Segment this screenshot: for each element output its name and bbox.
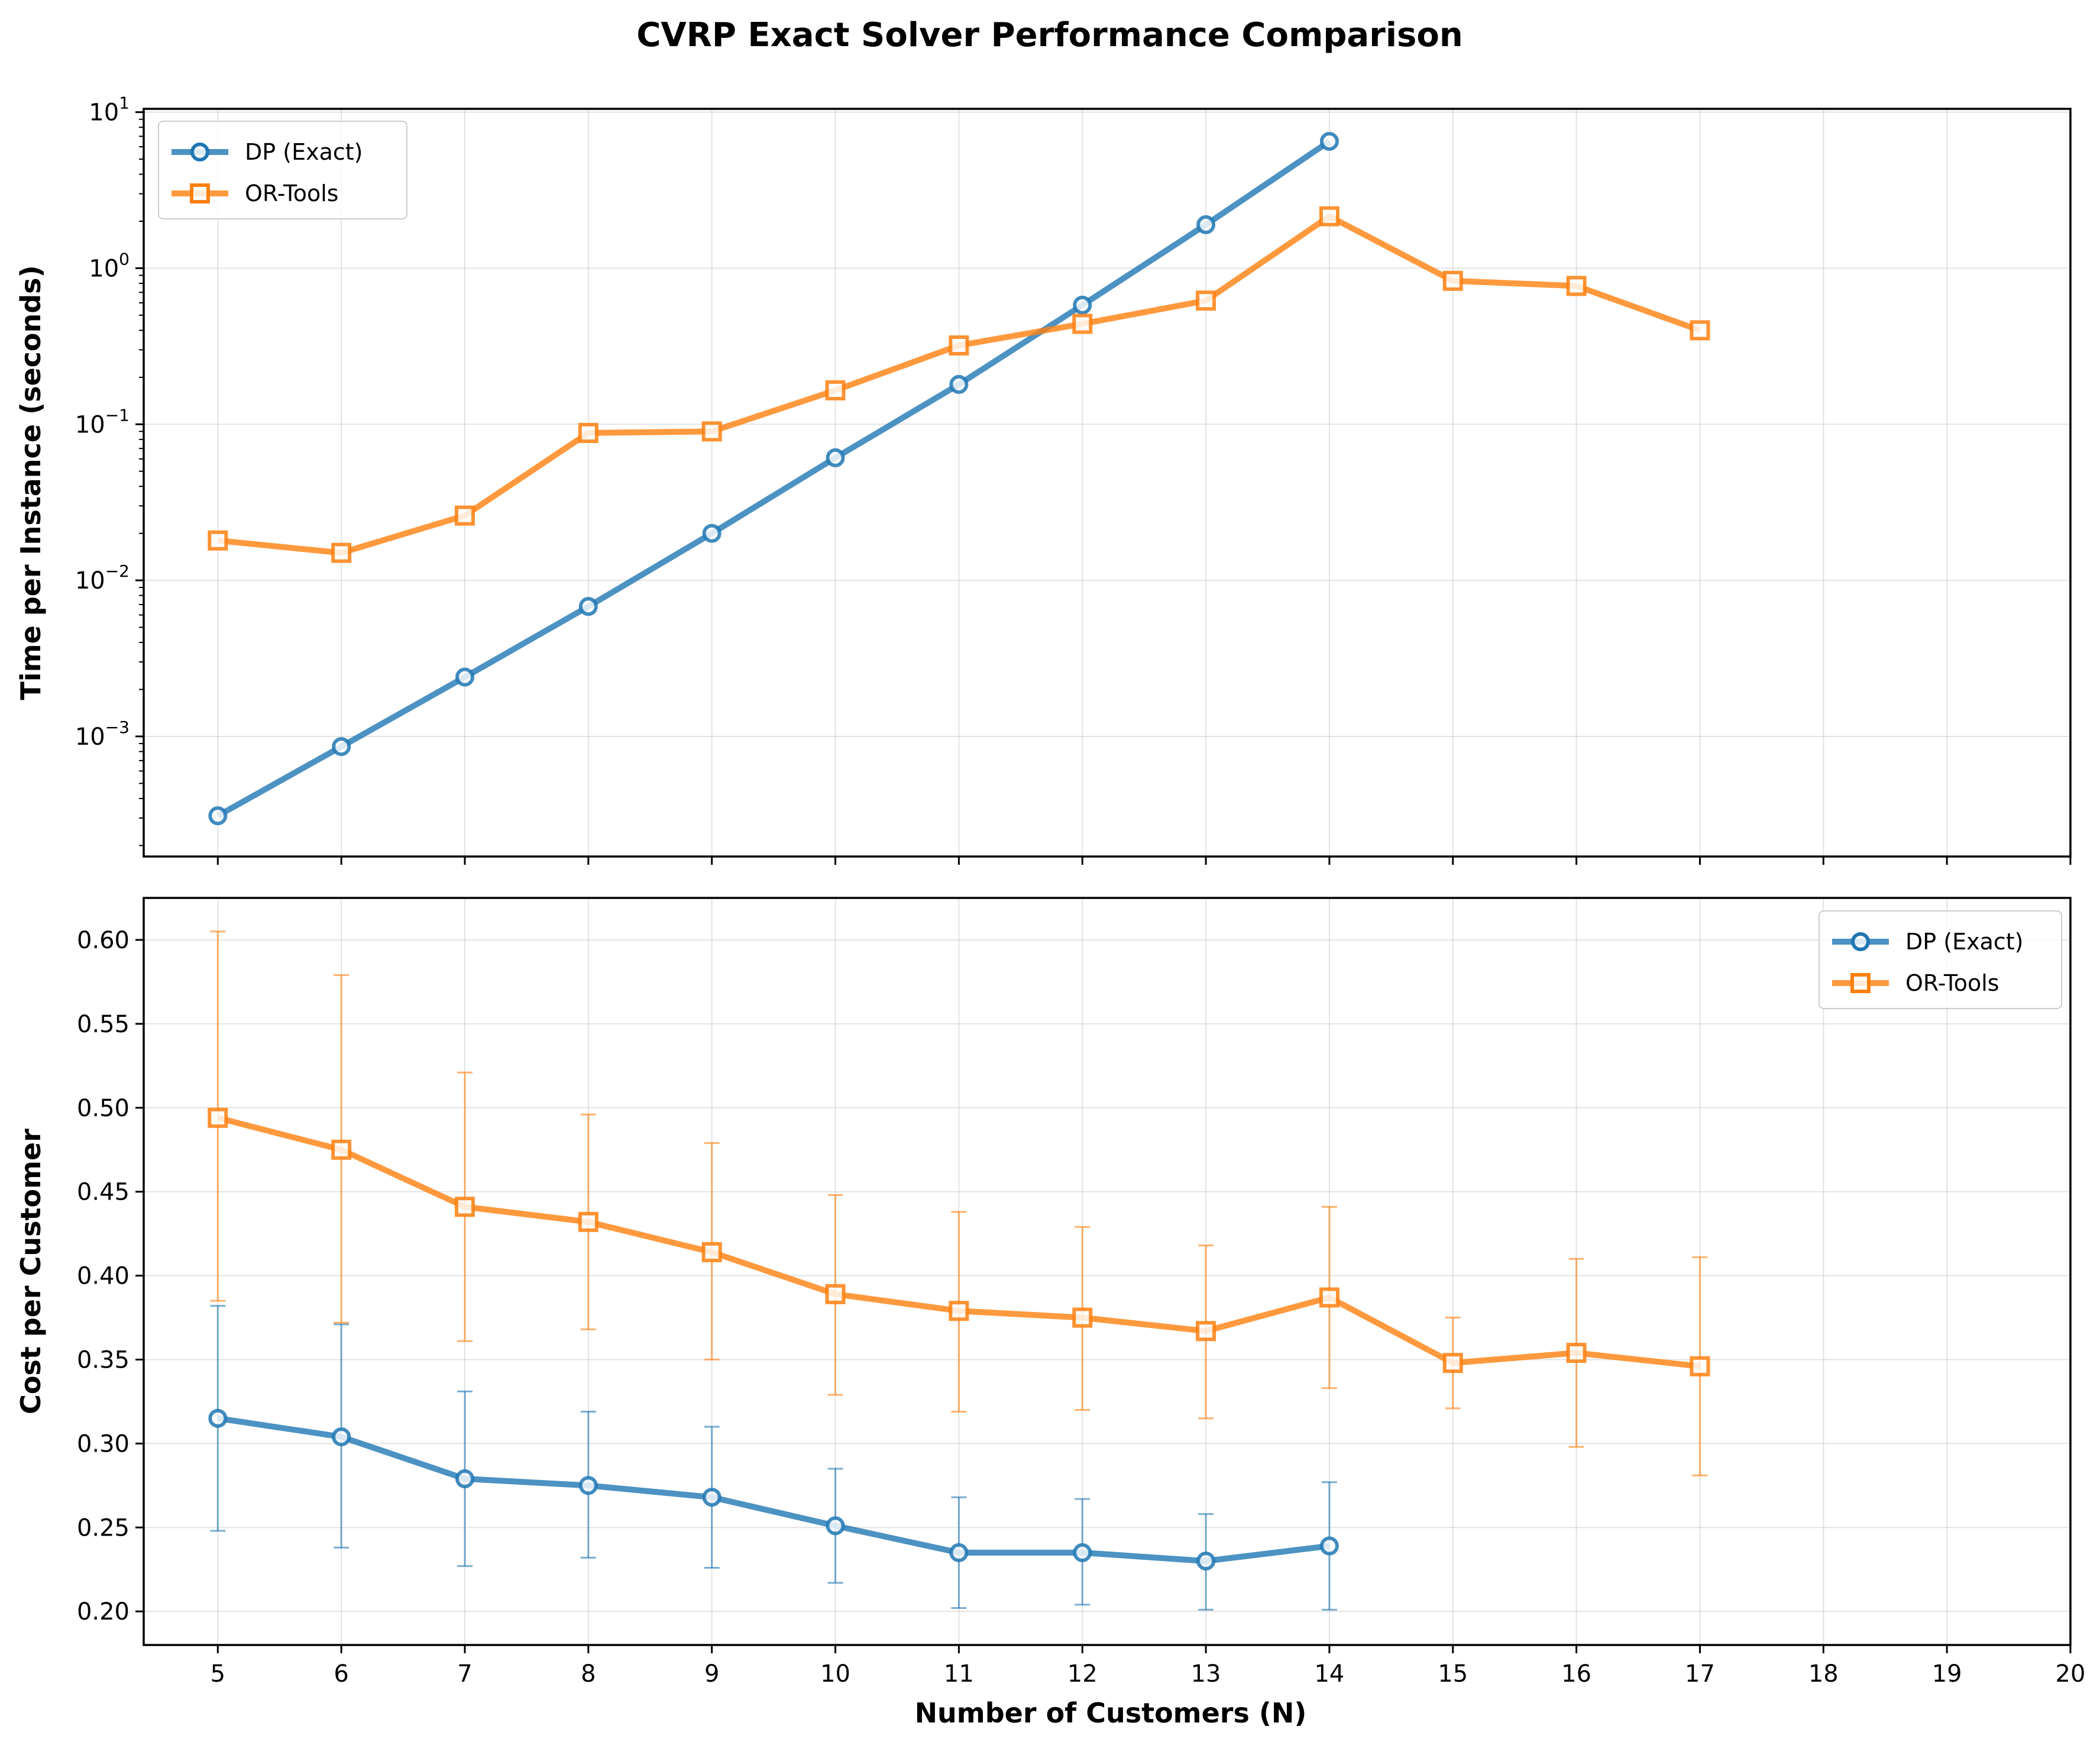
data-point-dp-exact xyxy=(702,1488,721,1507)
data-point-dp-exact xyxy=(826,1516,845,1536)
data-point-or-tools xyxy=(1442,270,1463,291)
y-tick-label: 0.30 xyxy=(77,1430,130,1457)
x-tick-label: 9 xyxy=(704,1660,719,1688)
data-point-or-tools xyxy=(331,542,352,563)
data-point-or-tools xyxy=(1072,314,1093,334)
x-tick-label: 16 xyxy=(1561,1660,1591,1688)
x-axis-label: Number of Customers (N) xyxy=(915,1697,1307,1729)
time-panel: 10−3 10−2 10−1 100 101 Time per Instance (sec… xyxy=(15,93,2072,865)
y-tick-label: 10−1 xyxy=(75,405,130,438)
y-tick-label: 0.40 xyxy=(77,1263,130,1290)
data-point-or-tools xyxy=(455,505,475,526)
data-point-or-tools xyxy=(1690,320,1710,341)
data-point-dp-exact xyxy=(208,1408,228,1428)
data-point-or-tools xyxy=(701,421,722,442)
x-tick-label: 11 xyxy=(944,1660,974,1688)
y-tick-label: 0.55 xyxy=(77,1011,130,1038)
y-tick-label: 0.60 xyxy=(77,927,130,954)
legend-marker xyxy=(190,183,210,203)
data-point-dp-exact xyxy=(1319,131,1339,151)
axes-frame xyxy=(143,897,2072,1646)
data-point-or-tools xyxy=(208,1107,228,1128)
data-point-or-tools xyxy=(1196,1321,1216,1342)
data-point-or-tools xyxy=(949,1301,969,1321)
legend-label: OR-Tools xyxy=(245,180,339,206)
y-tick-label: 10−2 xyxy=(75,561,130,594)
x-tick-label: 15 xyxy=(1438,1660,1468,1688)
x-tick-label: 19 xyxy=(1932,1660,1962,1688)
data-point-dp-exact xyxy=(455,1469,474,1489)
data-point-or-tools xyxy=(1566,1343,1587,1363)
legend-label: OR-Tools xyxy=(1905,970,1999,996)
legend-marker xyxy=(1851,932,1870,951)
data-point-dp-exact xyxy=(332,737,351,757)
x-tick-label: 17 xyxy=(1685,1660,1715,1688)
x-tick-label: 14 xyxy=(1314,1660,1344,1688)
data-point-dp-exact xyxy=(578,597,598,616)
y-tick-label: 100 xyxy=(89,249,130,282)
x-tick-label: 7 xyxy=(457,1660,472,1688)
x-tick-label: 8 xyxy=(581,1660,596,1688)
data-point-or-tools xyxy=(1442,1353,1463,1373)
data-point-or-tools xyxy=(1566,276,1587,296)
y-tick-label: 101 xyxy=(89,93,130,127)
data-point-or-tools xyxy=(825,380,846,400)
y-tick-label: 0.45 xyxy=(77,1179,130,1206)
data-point-dp-exact xyxy=(1319,1536,1339,1556)
y-tick-label: 0.50 xyxy=(77,1095,130,1122)
data-point-dp-exact xyxy=(332,1427,351,1447)
data-point-or-tools xyxy=(1319,206,1339,227)
y-axis-label: Time per Instance (seconds) xyxy=(15,265,47,700)
data-point-or-tools xyxy=(1690,1356,1710,1376)
legend-marker xyxy=(1850,973,1871,993)
y-tick-label: 0.35 xyxy=(77,1347,130,1374)
data-point-or-tools xyxy=(949,335,969,355)
data-point-or-tools xyxy=(578,422,598,443)
data-point-dp-exact xyxy=(949,374,969,394)
legend-label: DP (Exact) xyxy=(1905,929,2023,955)
legend: DP (Exact) OR-Tools xyxy=(158,121,407,219)
x-tick-label: 10 xyxy=(820,1660,850,1688)
data-point-dp-exact xyxy=(455,667,474,687)
data-point-dp-exact xyxy=(1196,1552,1216,1571)
data-point-or-tools xyxy=(331,1139,352,1160)
axes-frame xyxy=(143,108,2072,858)
data-point-or-tools xyxy=(578,1211,598,1232)
data-point-dp-exact xyxy=(826,448,845,467)
cost-panel: 0.20 0.25 0.30 0.35 0.40 0.45 0.50 0.55 0.60 5 6 7 8… xyxy=(15,897,2086,1688)
x-tick-label: 12 xyxy=(1067,1660,1098,1688)
series-line-dp-exact xyxy=(216,138,1331,819)
data-point-dp-exact xyxy=(1196,215,1216,234)
data-point-dp-exact xyxy=(702,523,721,543)
data-point-or-tools xyxy=(1196,290,1216,311)
data-point-or-tools xyxy=(701,1242,722,1262)
data-point-dp-exact xyxy=(1073,1543,1092,1562)
chart-title: CVRP Exact Solver Performance Comparison xyxy=(636,16,1462,54)
data-point-dp-exact xyxy=(208,806,228,826)
x-tick-label: 18 xyxy=(1808,1660,1839,1688)
data-point-or-tools xyxy=(208,530,228,551)
data-point-or-tools xyxy=(1319,1287,1339,1308)
series-line-dp-exact xyxy=(217,1415,1330,1565)
data-point-or-tools xyxy=(825,1284,846,1304)
data-point-dp-exact xyxy=(578,1476,598,1495)
y-tick-label: 10−3 xyxy=(75,718,130,751)
legend: DP (Exact) OR-Tools xyxy=(1819,910,2062,1009)
y-tick-label: 0.20 xyxy=(77,1598,130,1625)
data-point-or-tools xyxy=(1072,1307,1093,1328)
data-point-or-tools xyxy=(455,1197,475,1217)
data-point-dp-exact xyxy=(949,1543,969,1562)
y-tick-label: 0.25 xyxy=(77,1514,130,1541)
data-point-dp-exact xyxy=(1073,295,1092,315)
legend-marker xyxy=(190,143,209,161)
x-tick-label: 5 xyxy=(211,1660,225,1688)
x-tick-label: 6 xyxy=(334,1660,348,1688)
y-axis-label: Cost per Customer xyxy=(15,1129,47,1414)
x-tick-label: 20 xyxy=(2056,1660,2086,1688)
legend-label: DP (Exact) xyxy=(245,139,363,165)
x-tick-label: 13 xyxy=(1191,1660,1221,1688)
